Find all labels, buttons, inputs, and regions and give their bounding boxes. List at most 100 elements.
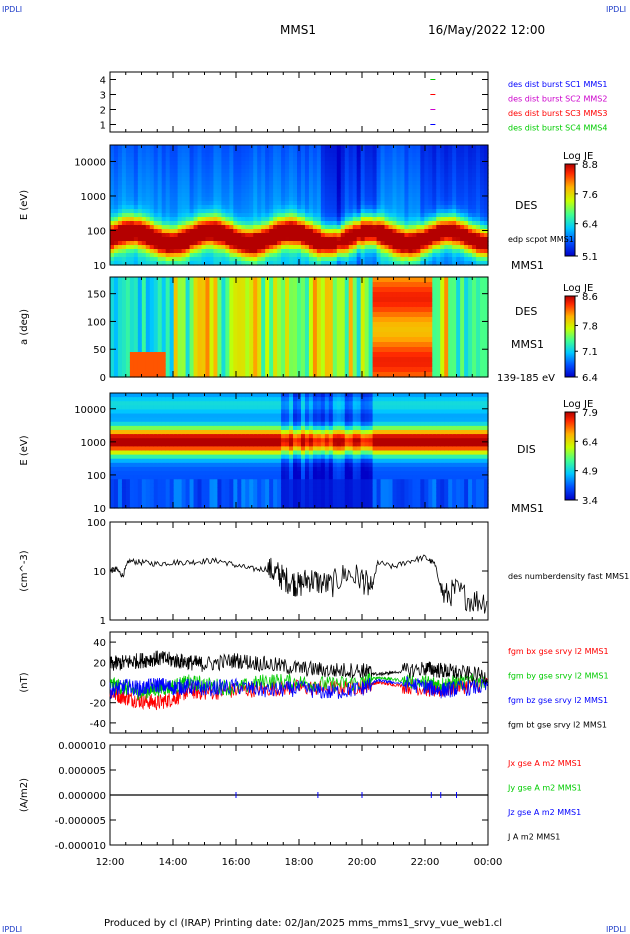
heat-cell <box>137 332 143 338</box>
heat-cell <box>173 292 179 298</box>
heat-cell <box>241 157 246 162</box>
heat-cell <box>476 277 481 283</box>
heat-cell <box>277 337 282 343</box>
heat-cell <box>416 225 421 230</box>
heat-cell <box>428 261 433 266</box>
heat-cell <box>217 197 223 202</box>
heat-cell <box>193 233 199 238</box>
heat-cell <box>388 282 394 288</box>
heat-cell <box>197 149 203 154</box>
heat-cell <box>300 201 306 206</box>
heat-cell <box>117 337 123 343</box>
heat-cell <box>300 322 306 328</box>
heat-cell <box>217 189 223 194</box>
heat-cell <box>277 213 282 218</box>
heat-cell <box>436 193 441 198</box>
heat-cell <box>444 161 449 166</box>
heat-cell <box>384 352 390 358</box>
heat-cell <box>400 165 406 170</box>
heat-cell <box>110 401 115 406</box>
heat-cell <box>468 347 473 353</box>
heat-cell <box>233 233 238 238</box>
heat-cell <box>169 312 175 318</box>
heat-cell <box>265 157 270 162</box>
heat-cell <box>384 372 390 378</box>
heat-cell <box>265 347 270 353</box>
heat-cell <box>308 367 314 373</box>
heat-cell <box>137 307 143 313</box>
y-tick-label: 100 <box>87 226 106 237</box>
heat-cell <box>436 213 441 218</box>
heat-cell <box>177 169 183 174</box>
heat-cell <box>484 297 489 303</box>
heat-cell <box>281 352 286 358</box>
heat-cell <box>281 169 286 174</box>
heat-cell <box>129 173 135 178</box>
heat-cell <box>165 221 171 226</box>
heat-cell <box>396 189 402 194</box>
heat-cell <box>133 297 139 303</box>
heat-cell <box>169 229 175 234</box>
heat-cell <box>201 302 207 308</box>
heat-cell <box>277 189 282 194</box>
heat-cell <box>169 177 175 182</box>
heat-cell <box>225 257 230 262</box>
heat-cell <box>436 177 441 182</box>
heat-cell <box>265 317 270 323</box>
heat-cell <box>308 297 314 303</box>
heat-cell <box>217 282 223 288</box>
heat-cell <box>285 189 290 194</box>
heat-cell <box>173 327 179 333</box>
heat-cell <box>408 362 413 368</box>
heat-cell <box>165 229 171 234</box>
heat-cell <box>217 257 223 262</box>
heat-cell <box>444 245 449 250</box>
heat-cell <box>289 157 294 162</box>
heat-cell <box>229 302 234 308</box>
heat-cell <box>328 277 334 283</box>
heat-cell <box>460 282 465 288</box>
heat-cell <box>241 221 246 226</box>
heat-cell <box>372 342 378 348</box>
heat-cell <box>340 307 346 313</box>
heat-cell <box>297 245 302 250</box>
heat-cell <box>185 229 191 234</box>
heat-cell <box>412 307 417 313</box>
heat-cell <box>364 157 370 162</box>
heat-cell <box>189 307 195 313</box>
heat-cell <box>245 153 250 158</box>
heat-cell <box>133 292 139 298</box>
heat-cell <box>125 157 131 162</box>
heat-cell <box>110 413 115 419</box>
heat-cell <box>237 237 242 242</box>
heat-cell <box>444 169 449 174</box>
heat-cell <box>340 189 346 194</box>
heat-cell <box>225 249 230 254</box>
heat-cell <box>360 367 366 373</box>
heat-cell <box>400 322 406 328</box>
heat-cell <box>356 307 362 313</box>
heat-cell <box>157 317 163 323</box>
heat-cell <box>316 352 322 358</box>
heat-cell <box>372 292 378 298</box>
y-tick-label: 10 <box>93 261 106 272</box>
heat-cell <box>110 253 115 258</box>
heat-cell <box>277 257 282 262</box>
heat-cell <box>297 287 302 293</box>
heat-cell <box>480 197 485 202</box>
heat-cell <box>201 189 207 194</box>
heat-cell <box>340 277 346 283</box>
heat-cell <box>141 205 147 210</box>
heat-cell <box>320 327 326 333</box>
heat-cell <box>428 362 433 368</box>
heat-cell <box>400 253 406 258</box>
heat-cell <box>364 217 370 222</box>
heat-cell <box>312 327 318 333</box>
heat-cell <box>185 342 191 348</box>
heat-cell <box>336 253 342 258</box>
heat-cell <box>360 282 366 288</box>
heat-cell <box>197 189 203 194</box>
heat-cell <box>289 209 294 214</box>
heat-cell <box>348 189 354 194</box>
heat-cell <box>420 177 425 182</box>
